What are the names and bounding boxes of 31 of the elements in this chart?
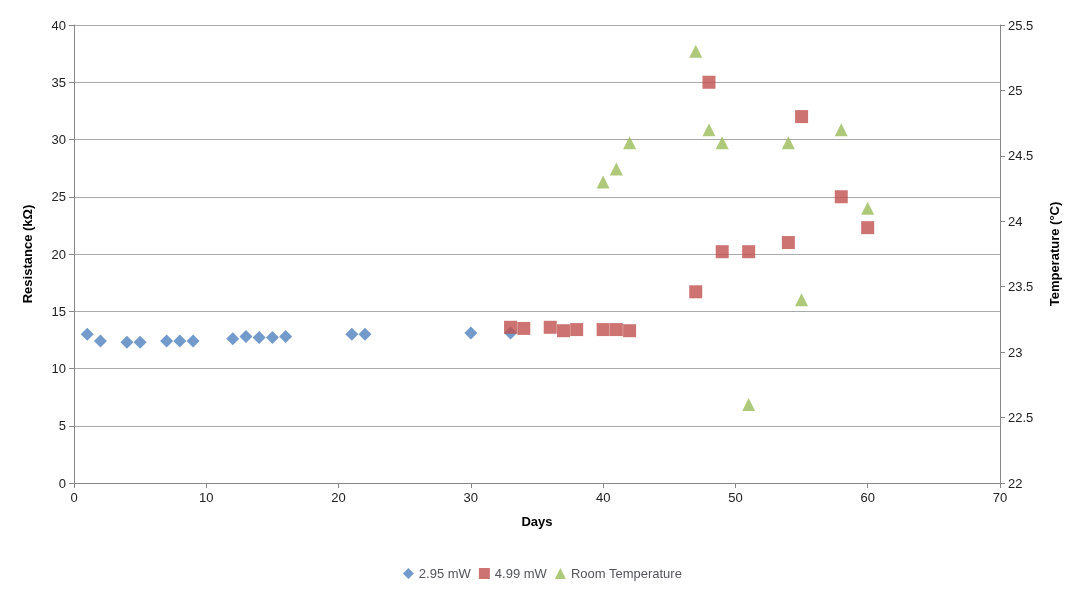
y2-tick-label: 22.5 — [1008, 410, 1034, 426]
y2-tick-label: 24 — [1008, 213, 1023, 229]
y-tick-label: 10 — [51, 361, 66, 376]
y-tick-label: 20 — [51, 246, 66, 262]
legend-label: 4.99 mW — [494, 566, 548, 581]
y-tick-label: 35 — [51, 74, 66, 90]
x-tick-label: 20 — [331, 490, 346, 505]
y-axis-title: Resistance (kΩ) — [20, 204, 35, 304]
y-tick-label: 25 — [51, 189, 66, 205]
legend-label: Room Temperature — [570, 566, 682, 581]
y-tick-label: 5 — [58, 418, 66, 434]
legend-label: 2.95 mW — [418, 566, 472, 581]
y2-tick-label: 25.5 — [1008, 17, 1034, 33]
x-axis-title: Days — [521, 514, 553, 529]
y-tick-label: 30 — [51, 132, 66, 147]
x-tick-label: 40 — [595, 490, 611, 505]
x-tick-label: 70 — [992, 490, 1008, 505]
y2-tick-label: 24.5 — [1008, 148, 1034, 164]
x-tick-label: 0 — [70, 490, 78, 505]
x-tick-label: 10 — [199, 490, 214, 505]
y2-tick-label: 22 — [1008, 475, 1023, 491]
y2-tick-label: 25 — [1008, 82, 1023, 98]
x-tick-label: 60 — [860, 490, 875, 505]
y-tick-label: 15 — [51, 303, 66, 319]
y2-tick-label: 23.5 — [1008, 279, 1034, 295]
y-tick-label: 0 — [58, 475, 66, 491]
x-tick-label: 30 — [463, 490, 479, 505]
y-tick-label: 40 — [51, 17, 66, 33]
x-tick-label: 50 — [728, 490, 743, 505]
y2-axis-title: Temperature (°C) — [1047, 201, 1062, 307]
y2-tick-label: 23 — [1008, 344, 1023, 360]
